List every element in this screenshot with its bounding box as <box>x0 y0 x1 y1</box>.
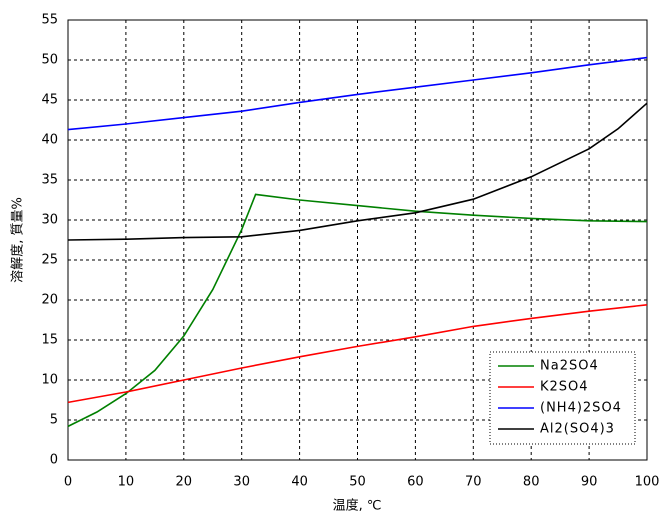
x-tick-label: 30 <box>233 475 250 490</box>
y-tick-label: 0 <box>50 453 58 468</box>
x-tick-label: 10 <box>118 475 135 490</box>
legend-label: K2SO4 <box>540 380 589 395</box>
series-line <box>67 304 648 404</box>
x-tick-label: 70 <box>465 475 482 490</box>
y-tick-label: 45 <box>41 93 58 108</box>
y-tick-label: 50 <box>41 53 58 68</box>
x-tick-label: 50 <box>349 475 366 490</box>
legend-label: (NH4)2SO4 <box>540 401 622 416</box>
series-line <box>67 193 648 428</box>
y-tick-label: 15 <box>41 333 58 348</box>
y-axis-label: 溶解度, 質量% <box>10 197 26 283</box>
x-tick-label: 20 <box>176 475 193 490</box>
x-tick-label: 0 <box>64 475 72 490</box>
x-tick-label: 40 <box>291 475 308 490</box>
legend-label: Al2(SO4)3 <box>540 422 615 437</box>
x-tick-label: 80 <box>523 475 540 490</box>
x-tick-label: 90 <box>581 475 598 490</box>
y-tick-label: 25 <box>41 253 58 268</box>
series-line <box>67 102 648 241</box>
y-tick-label: 35 <box>41 173 58 188</box>
y-tick-label: 10 <box>41 373 58 388</box>
series-line <box>67 56 648 131</box>
legend-label: Na2SO4 <box>540 359 599 374</box>
y-tick-label: 20 <box>41 293 58 308</box>
y-tick-label: 55 <box>41 13 58 28</box>
x-tick-label: 100 <box>635 475 660 490</box>
y-tick-label: 40 <box>41 133 58 148</box>
y-tick-label: 30 <box>41 213 58 228</box>
x-tick-label: 60 <box>407 475 424 490</box>
y-tick-label: 5 <box>50 413 58 428</box>
x-axis-label: 温度, ℃ <box>333 498 382 514</box>
